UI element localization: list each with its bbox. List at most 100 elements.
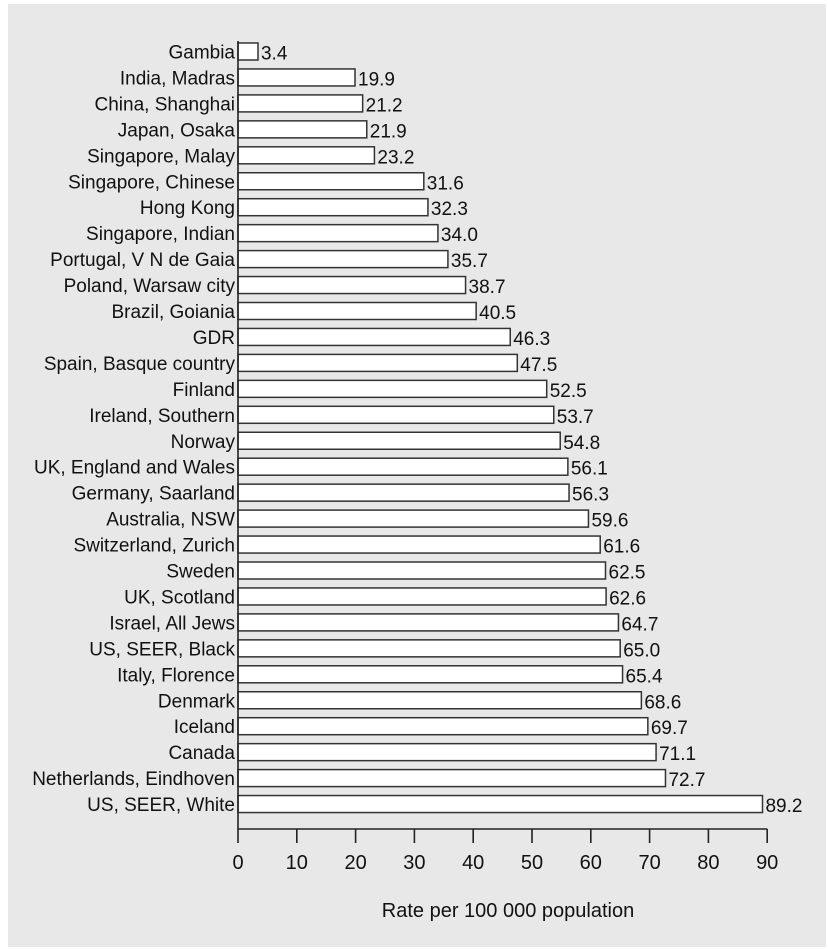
value-label: 40.5 xyxy=(479,303,516,324)
bar xyxy=(237,327,511,347)
value-label: 56.1 xyxy=(571,459,608,480)
value-label: 53.7 xyxy=(557,407,594,428)
value-label: 62.5 xyxy=(609,563,646,584)
bar xyxy=(237,509,590,528)
category-label: Singapore, Malay xyxy=(87,146,235,167)
bar xyxy=(237,120,368,139)
bar xyxy=(237,665,624,684)
x-tick-label: 70 xyxy=(638,852,660,874)
bar xyxy=(237,249,449,269)
value-label: 65.4 xyxy=(626,666,663,687)
bar xyxy=(237,431,561,450)
category-label: Singapore, Chinese xyxy=(68,172,235,193)
value-label: 59.6 xyxy=(591,511,628,532)
value-label: 89.2 xyxy=(765,796,802,817)
category-label: US, SEER, Black xyxy=(89,639,235,660)
x-tick-label: 50 xyxy=(521,852,543,874)
value-label: 32.3 xyxy=(431,199,468,220)
bar xyxy=(237,146,376,165)
category-label: Portugal, V N de Gaia xyxy=(50,250,235,271)
category-label: Denmark xyxy=(158,691,236,712)
category-label: US, SEER, White xyxy=(87,795,235,816)
category-label: China, Shanghai xyxy=(95,94,236,115)
value-label: 61.6 xyxy=(603,537,640,558)
bar xyxy=(237,197,429,217)
x-axis-label: Rate per 100 000 population xyxy=(382,900,634,922)
bar xyxy=(237,301,477,321)
bar xyxy=(237,483,570,502)
value-label: 46.3 xyxy=(513,329,550,350)
x-tick-label: 30 xyxy=(403,852,425,874)
category-label: Iceland xyxy=(174,717,235,738)
bar xyxy=(237,223,439,243)
category-label: GDR xyxy=(193,328,235,349)
bar xyxy=(237,691,643,710)
x-tick-label: 10 xyxy=(286,852,308,874)
bar xyxy=(237,275,467,295)
category-label: Japan, Osaka xyxy=(118,120,236,141)
value-label: 19.9 xyxy=(358,69,395,90)
category-label: UK, England and Wales xyxy=(34,458,235,479)
category-label: Switzerland, Zurich xyxy=(73,536,235,557)
category-label: Netherlands, Eindhoven xyxy=(32,769,235,790)
bar xyxy=(237,613,620,632)
bar xyxy=(237,68,356,87)
bar xyxy=(237,716,649,736)
value-label: 3.4 xyxy=(261,44,288,65)
bar xyxy=(237,561,607,580)
value-label: 23.2 xyxy=(377,147,414,168)
category-label: Sweden xyxy=(166,562,235,583)
value-label: 62.6 xyxy=(609,588,646,609)
x-tick-label: 0 xyxy=(232,852,243,874)
category-label: Finland xyxy=(173,380,235,401)
category-label: Ireland, Southern xyxy=(89,406,235,427)
category-label: Poland, Warsaw city xyxy=(64,276,236,297)
bar xyxy=(237,379,548,399)
bar xyxy=(237,587,607,606)
category-label: UK, Scotland xyxy=(124,587,235,608)
category-label: Germany, Saarland xyxy=(72,484,235,505)
value-label: 35.7 xyxy=(451,251,488,272)
x-tick-label: 20 xyxy=(344,852,366,874)
category-label: Australia, NSW xyxy=(106,510,235,531)
bar xyxy=(237,535,601,554)
category-label: Spain, Basque country xyxy=(44,354,236,375)
value-label: 31.6 xyxy=(427,173,464,194)
value-label: 52.5 xyxy=(550,381,587,402)
category-label: Brazil, Goiania xyxy=(111,302,235,323)
bar xyxy=(237,405,555,425)
bar xyxy=(237,353,519,373)
value-label: 47.5 xyxy=(520,355,557,376)
category-label: Canada xyxy=(168,743,235,764)
category-label: Norway xyxy=(171,432,236,453)
value-label: 54.8 xyxy=(563,433,600,454)
bar xyxy=(237,172,425,191)
category-label: Israel, All Jews xyxy=(109,613,235,634)
category-label: Gambia xyxy=(168,43,235,64)
value-label: 69.7 xyxy=(651,718,688,739)
value-label: 71.1 xyxy=(659,744,696,765)
value-label: 21.9 xyxy=(370,121,407,142)
x-tick-label: 80 xyxy=(697,852,719,874)
value-label: 65.0 xyxy=(623,640,660,661)
bar xyxy=(237,768,667,788)
x-tick-label: 60 xyxy=(580,852,602,874)
bar xyxy=(237,794,764,814)
value-label: 68.6 xyxy=(644,692,681,713)
category-label: India, Madras xyxy=(120,68,235,89)
value-label: 56.3 xyxy=(572,485,609,506)
category-label: Hong Kong xyxy=(140,198,235,219)
bar xyxy=(237,94,364,113)
value-label: 64.7 xyxy=(621,614,658,635)
bar xyxy=(237,742,657,762)
category-label: Italy, Florence xyxy=(117,665,235,686)
value-label: 34.0 xyxy=(441,225,478,246)
x-tick-label: 90 xyxy=(756,852,778,874)
bar xyxy=(237,42,259,61)
category-label: Singapore, Indian xyxy=(86,224,235,245)
bar xyxy=(237,639,621,658)
value-label: 38.7 xyxy=(469,277,506,298)
x-tick-label: 40 xyxy=(462,852,484,874)
